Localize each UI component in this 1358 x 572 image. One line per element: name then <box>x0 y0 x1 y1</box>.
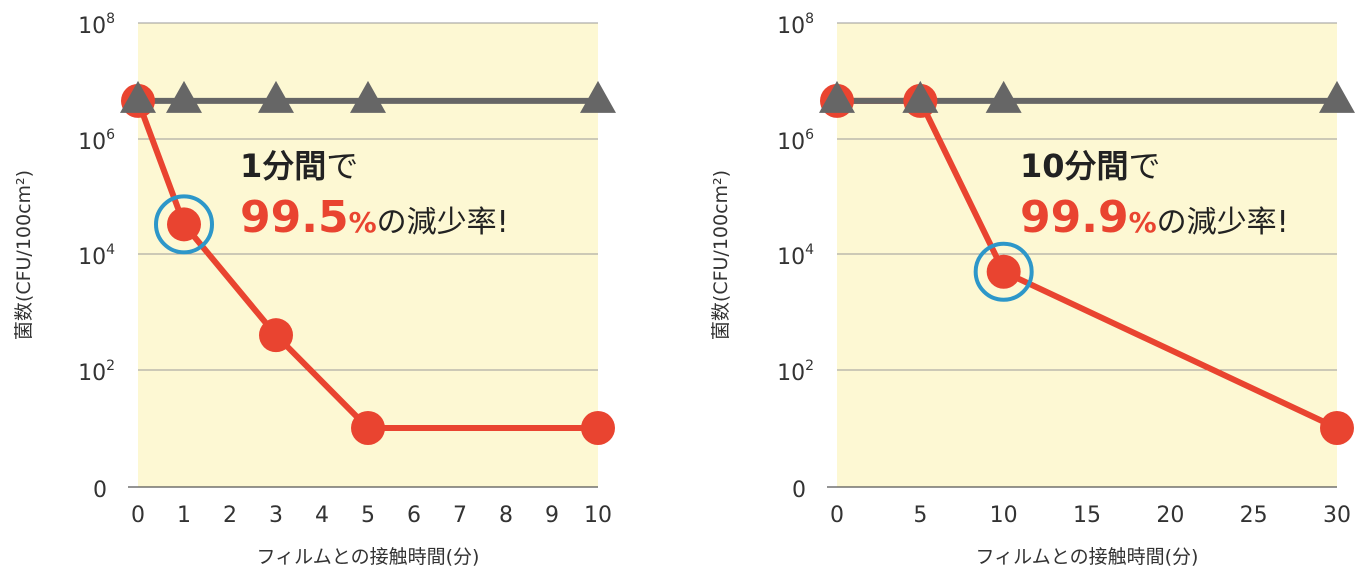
y-tick-label: 0 <box>93 478 107 503</box>
y-axis-title: 菌数(CFU/100cm²) <box>710 170 732 340</box>
x-tick-label: 25 <box>1240 503 1268 528</box>
annotation-line-1: 1分間で <box>240 147 358 185</box>
x-axis-title: フィルムとの接触時間(分) <box>976 546 1199 568</box>
x-tick-label: 2 <box>223 503 237 528</box>
x-tick-label: 4 <box>315 503 329 528</box>
y-tick-label: 102 <box>78 358 115 386</box>
x-tick-label: 7 <box>453 503 467 528</box>
annotation-line-1: 10分間で <box>1020 147 1161 185</box>
x-tick-label: 0 <box>830 503 844 528</box>
y-tick-label: 106 <box>78 127 115 155</box>
annotation-line-2: 99.5%の減少率! <box>240 192 509 243</box>
highlight-ring <box>973 241 1034 302</box>
y-tick-label: 104 <box>777 242 814 270</box>
x-tick-label: 9 <box>545 503 559 528</box>
data-point-circle <box>259 318 293 353</box>
y-tick-label: 108 <box>777 11 814 39</box>
y-tick-label: 0 <box>792 478 806 503</box>
x-axis-title: フィルムとの接触時間(分) <box>257 546 480 568</box>
x-tick-label: 6 <box>407 503 421 528</box>
chart-panel-left: 0 102 104 106 108 0 1 2 3 4 5 6 7 8 9 10 フィルムとの接触時間(分) 菌数… <box>13 11 616 568</box>
x-tick-label: 0 <box>131 503 145 528</box>
data-point-circle <box>581 411 615 445</box>
data-point-triangle <box>580 80 616 113</box>
data-point-triangle <box>985 80 1022 113</box>
x-tick-label: 20 <box>1156 503 1184 528</box>
x-tick-label: 30 <box>1323 503 1351 528</box>
y-tick-label: 104 <box>78 242 115 270</box>
data-point-triangle <box>350 80 386 113</box>
x-tick-label: 3 <box>269 503 283 528</box>
data-point-circle <box>351 411 385 445</box>
data-point-circle <box>1320 411 1354 445</box>
data-point-circle <box>986 254 1021 289</box>
annotation-line-2: 99.9%の減少率! <box>1020 192 1289 243</box>
y-tick-label: 108 <box>78 11 115 39</box>
data-point-triangle <box>258 80 294 113</box>
x-tick-label: 8 <box>499 503 513 528</box>
x-tick-label: 10 <box>584 503 612 528</box>
x-tick-label: 10 <box>990 503 1018 528</box>
y-tick-label: 102 <box>777 358 814 386</box>
x-tick-label: 1 <box>177 503 191 528</box>
data-point-triangle <box>902 80 939 113</box>
data-point-triangle <box>1319 80 1355 113</box>
chart-panel-right: 0 102 104 106 108 0 5 10 15 20 25 30 フィルムとの接触時間(分) 菌数… <box>710 11 1355 568</box>
data-point-circle <box>167 207 201 242</box>
y-axis-title: 菌数(CFU/100cm²) <box>13 170 35 340</box>
x-tick-label: 15 <box>1073 503 1101 528</box>
highlight-ring <box>154 194 214 255</box>
data-point-triangle <box>120 80 156 113</box>
data-point-triangle <box>166 80 202 113</box>
y-tick-label: 106 <box>777 127 814 155</box>
x-tick-label: 5 <box>913 503 927 528</box>
data-point-triangle <box>819 80 855 113</box>
x-tick-label: 5 <box>361 503 375 528</box>
